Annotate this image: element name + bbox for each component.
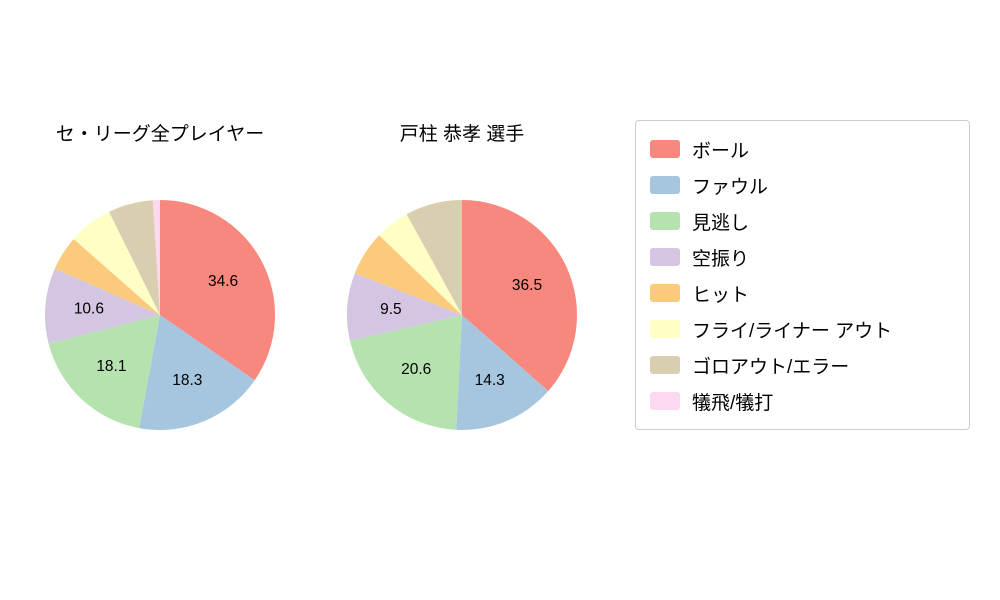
pie-slice-4 [354, 235, 462, 315]
pie-slice-label: 34.6 [208, 273, 238, 290]
pie-slice-label: 18.1 [96, 358, 126, 375]
pie-slice-label: 20.6 [401, 361, 431, 378]
pie-slice-0 [160, 200, 276, 381]
pie-slice-3 [44, 268, 160, 344]
legend-swatch [650, 212, 680, 230]
pie-slice-label: 18.3 [172, 372, 202, 389]
pie-slice-label: 9.5 [380, 301, 402, 318]
legend-swatch [650, 176, 680, 194]
pie-slice-3 [347, 273, 462, 341]
pie-chart-league: セ・リーグ全プレイヤー 34.6 18.3 18.1 10.6 [30, 120, 290, 445]
pie-slice-6 [406, 200, 462, 315]
pie-slice-label: 36.5 [512, 277, 542, 294]
pie-slice-2 [349, 315, 462, 430]
legend-label: 見逃し [692, 212, 750, 234]
legend-label: 空振り [692, 248, 750, 270]
legend-item: 犠飛/犠打 [650, 383, 955, 419]
legend-swatch [650, 248, 680, 266]
legend-item: ファウル [650, 167, 955, 203]
pie-slice-label: 10.6 [74, 300, 104, 317]
legend-swatch [650, 392, 680, 410]
pie-slice-0 [462, 200, 577, 392]
legend-label: ヒット [692, 284, 750, 306]
pie-slice-5 [73, 211, 160, 315]
legend-label: ゴロアウト/エラー [692, 356, 850, 378]
pie-chart-player: 戸柱 恭孝 選手 36.5 14.3 20.6 9.5 [332, 120, 592, 445]
pie-league: 34.6 18.3 18.1 10.6 [44, 200, 276, 431]
chart-title-league: セ・リーグ全プレイヤー [55, 124, 265, 145]
legend-label: フライ/ライナー アウト [692, 320, 893, 342]
pie-player: 36.5 14.3 20.6 9.5 [347, 200, 577, 430]
pie-slice-2 [48, 315, 160, 429]
chart-title-player: 戸柱 恭孝 選手 [399, 124, 525, 145]
pie-slice-6 [109, 200, 160, 315]
legend-item: ゴロアウト/エラー [650, 347, 955, 383]
legend-swatch [650, 140, 680, 158]
legend-item: ヒット [650, 275, 955, 311]
pie-slice-label: 14.3 [475, 372, 505, 389]
pie-slice-4 [54, 238, 160, 315]
legend-item: ボール [650, 131, 955, 167]
legend-label: ファウル [692, 176, 769, 198]
legend-item: 空振り [650, 239, 955, 275]
pie-slice-1 [139, 315, 255, 431]
legend: ボールファウル見逃し空振りヒットフライ/ライナー アウト ゴロアウト/エラー 犠飛/… [635, 120, 970, 430]
legend-swatch [650, 284, 680, 302]
legend-label: ボール [692, 140, 750, 162]
legend-label: 犠飛/犠打 [692, 392, 774, 414]
pie-slice-1 [456, 315, 549, 430]
legend-item: フライ/ライナー アウト [650, 311, 955, 347]
pie-slice-5 [379, 214, 462, 315]
legend-swatch [650, 356, 680, 374]
legend-swatch [650, 320, 680, 338]
pie-slice-7 [152, 200, 160, 315]
legend-item: 見逃し [650, 203, 955, 239]
